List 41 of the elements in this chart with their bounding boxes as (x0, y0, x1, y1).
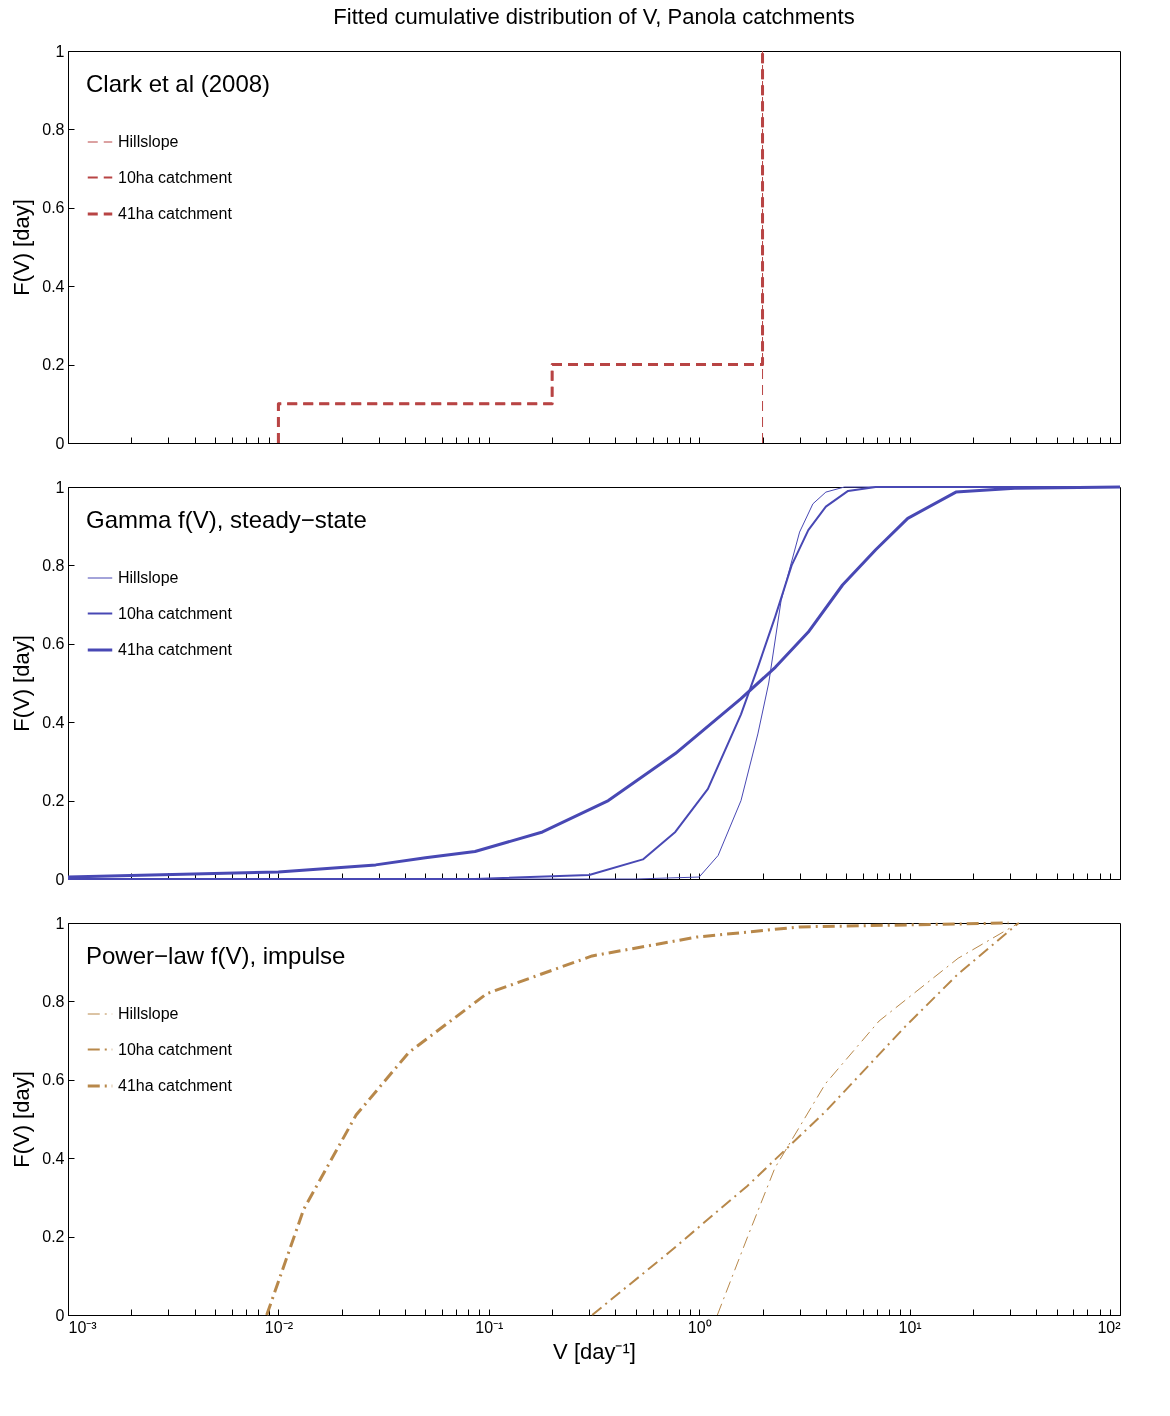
x-tick-label: 10⁰ (687, 1318, 712, 1336)
x-tick-label: 10¹ (898, 1318, 922, 1336)
y-tick-label: 0.2 (42, 1228, 65, 1246)
y-tick-label: 0.8 (42, 120, 65, 138)
y-tick-label: 1 (55, 42, 65, 60)
annotation: Power−law f(V), impulse (86, 942, 346, 969)
y-axis-title: F(V) [day] (9, 199, 35, 296)
y-tick-label: 0.6 (42, 199, 65, 217)
y-tick-label: 0 (55, 870, 65, 888)
y-tick-label: 0 (55, 1306, 65, 1324)
legend-label: 10ha catchment (118, 168, 233, 186)
legend-label: 10ha catchment (118, 1040, 233, 1058)
x-tick-label: 10⁻¹ (475, 1318, 504, 1336)
y-tick-label: 0.8 (42, 556, 65, 574)
annotation: Gamma f(V), steady−state (86, 506, 367, 533)
y-axis-title: F(V) [day] (9, 635, 35, 732)
legend-label: 10ha catchment (118, 604, 233, 622)
legend-label: Hillslope (118, 133, 179, 150)
y-tick-label: 0.6 (42, 635, 65, 653)
legend-label: Hillslope (118, 1005, 179, 1022)
y-tick-label: 0.4 (42, 713, 65, 731)
y-tick-label: 0.4 (42, 277, 65, 295)
x-tick-label: 10⁻² (264, 1318, 294, 1336)
annotation: Clark et al (2008) (86, 70, 271, 97)
legend-label: 41ha catchment (118, 1077, 233, 1094)
legend-label: 41ha catchment (118, 205, 233, 222)
x-tick-label: 10² (1097, 1318, 1122, 1336)
y-tick-label: 1 (55, 478, 65, 496)
y-tick-label: 1 (55, 914, 65, 932)
y-tick-label: 0.2 (42, 792, 65, 810)
chart-title: Fitted cumulative distribution of V, Panola catchments (333, 4, 855, 29)
x-axis-title: V [day⁻¹] (553, 1338, 636, 1364)
legend-label: 41ha catchment (118, 641, 233, 658)
y-axis-title: F(V) [day] (9, 1071, 35, 1168)
y-tick-label: 0.2 (42, 356, 65, 374)
legend-label: Hillslope (118, 569, 179, 586)
y-tick-label: 0 (55, 434, 65, 452)
y-tick-label: 0.6 (42, 1071, 65, 1089)
x-tick-label: 10⁻³ (68, 1318, 98, 1336)
y-tick-label: 0.4 (42, 1149, 65, 1167)
y-tick-label: 0.8 (42, 992, 65, 1010)
